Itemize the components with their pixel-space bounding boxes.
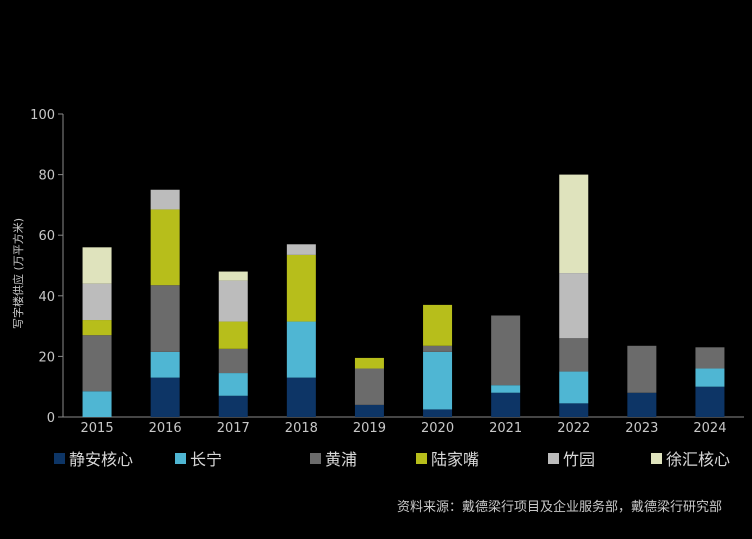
y-tick-label: 40 <box>38 290 55 305</box>
y-tick-label: 0 <box>47 411 55 426</box>
x-tick-label: 2018 <box>285 421 318 436</box>
bar-segment <box>695 386 725 417</box>
x-tick-label: 2021 <box>489 421 522 436</box>
bar-segment <box>627 345 657 393</box>
bar-segment <box>218 373 248 396</box>
x-tick-label: 2019 <box>353 421 386 436</box>
bar-segment <box>695 347 725 369</box>
legend-label: 徐汇核心 <box>666 450 731 469</box>
legend-swatch <box>54 452 65 464</box>
bar-segment <box>423 409 453 417</box>
bar-segment <box>491 392 521 417</box>
bar-segment <box>627 392 657 417</box>
legend-swatch <box>310 452 321 464</box>
bar-segment <box>286 244 316 255</box>
legend-swatch <box>416 452 427 464</box>
bar-segment <box>150 189 180 210</box>
x-tick-label: 2015 <box>81 421 114 436</box>
bar-segment <box>354 404 384 417</box>
legend-swatch <box>651 452 662 464</box>
bar-segment <box>286 377 316 417</box>
bar-segment <box>354 357 384 369</box>
y-tick-labels: 0 20 40 60 80 100 <box>30 108 63 426</box>
y-tick-label: 60 <box>38 229 55 244</box>
legend-item: 徐汇核心 <box>651 446 730 470</box>
legend-item: 静安核心 <box>54 446 133 470</box>
y-tick-label: 100 <box>30 108 55 123</box>
legend-swatch <box>175 452 186 464</box>
chart-bars <box>82 174 725 417</box>
bar-segment <box>218 395 248 417</box>
bar-segment <box>354 368 384 405</box>
x-tick-label: 2016 <box>149 421 182 436</box>
bar-segment <box>559 174 589 274</box>
legend-item: 黄浦 <box>310 446 357 470</box>
bar-segment <box>559 403 589 417</box>
source-note: 资料来源：戴德梁行项目及企业服务部，戴德梁行研究部 <box>396 500 722 515</box>
bar-segment <box>82 320 112 336</box>
bar-segment <box>559 371 589 404</box>
y-tick-label: 20 <box>38 350 55 365</box>
x-tick-label: 2017 <box>217 421 250 436</box>
legend-item: 陆家嘴 <box>416 446 479 470</box>
bar-segment <box>150 377 180 417</box>
bar-segment <box>218 280 248 322</box>
bar-segment <box>82 391 112 417</box>
legend-swatch <box>548 452 559 464</box>
x-tick-label: 2024 <box>693 421 726 436</box>
bar-segment <box>150 351 180 378</box>
legend-label: 长宁 <box>190 450 223 469</box>
bar-segment <box>218 348 248 374</box>
bar-segment <box>82 247 112 284</box>
legend-label: 竹园 <box>563 450 596 469</box>
legend-label: 静安核心 <box>69 450 134 469</box>
legend-label: 陆家嘴 <box>431 450 480 469</box>
bar-segment <box>150 285 180 352</box>
x-tick-label: 2020 <box>421 421 454 436</box>
legend-item: 竹园 <box>548 446 595 470</box>
bar-segment <box>491 385 521 393</box>
bar-segment <box>82 335 112 392</box>
bar-segment <box>150 209 180 286</box>
legend-item: 长宁 <box>175 446 222 470</box>
bar-segment <box>82 283 112 321</box>
chart-legend: 静安核心 长宁 黄浦 陆家嘴 竹园 徐汇核心 <box>54 444 744 470</box>
bar-segment <box>423 304 453 346</box>
bar-segment <box>491 315 521 386</box>
x-tick-label: 2022 <box>557 421 590 436</box>
bar-segment <box>559 273 589 339</box>
bar-segment <box>286 321 316 378</box>
y-tick-label: 80 <box>38 169 55 184</box>
x-tick-label: 2023 <box>625 421 658 436</box>
bar-segment <box>218 321 248 349</box>
bar-segment <box>695 368 725 387</box>
x-tick-labels: 2015 2016 2017 2018 2019 2020 2021 2022 2023 2024 <box>81 421 727 436</box>
legend-label: 黄浦 <box>325 450 358 469</box>
bar-segment <box>218 271 248 281</box>
bar-segment <box>423 345 453 352</box>
y-axis-label: 写字楼供应 (万平方米) <box>11 218 25 329</box>
bar-segment <box>423 351 453 410</box>
bar-segment <box>559 338 589 372</box>
bar-segment <box>286 254 316 322</box>
